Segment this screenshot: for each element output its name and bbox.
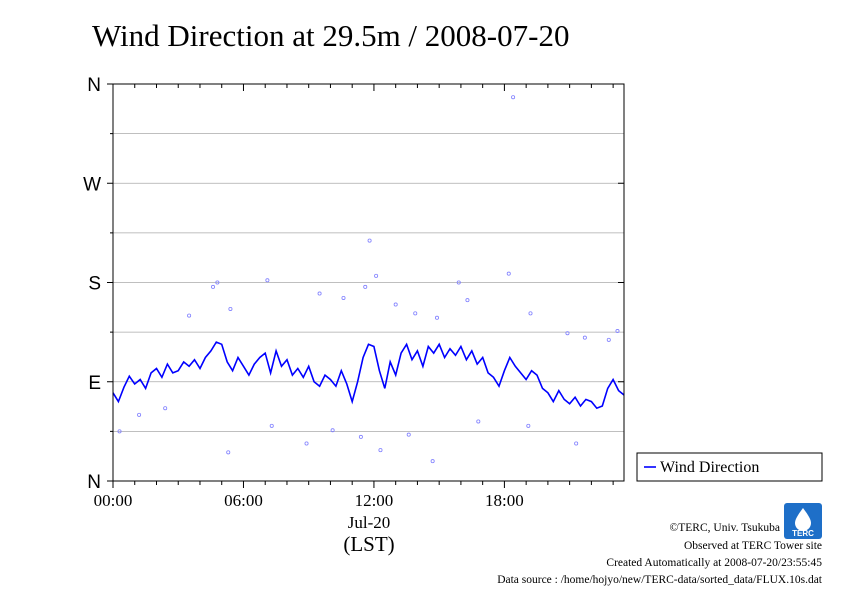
data-point: [378, 448, 383, 453]
y-tick-label: N: [87, 472, 101, 493]
data-point: [615, 329, 620, 334]
data-point: [163, 406, 168, 411]
data-point: [430, 459, 435, 464]
data-point: [511, 95, 516, 100]
y-tick-label: S: [88, 274, 101, 295]
legend-box: [636, 452, 823, 482]
legend: Wind Direction: [636, 452, 823, 482]
data-point: [341, 295, 346, 300]
credit-data-source: Data source : /home/hojyo/new/TERC-data/…: [497, 574, 823, 586]
series-line-wind-direction: [112, 341, 625, 410]
data-point: [393, 302, 398, 307]
x-axis-date-label: Jul-20: [348, 513, 391, 532]
data-point: [406, 432, 411, 437]
data-point: [137, 412, 142, 417]
data-point: [528, 311, 533, 316]
data-point: [358, 434, 363, 439]
data-point: [606, 337, 611, 342]
data-point: [211, 284, 216, 289]
logo-text: TERC: [792, 529, 814, 538]
data-point: [374, 273, 379, 278]
data-point: [367, 238, 372, 243]
y-tick-label: N: [87, 75, 101, 96]
data-point: [574, 441, 579, 446]
data-point: [526, 423, 531, 428]
data-point: [456, 280, 461, 285]
data-point: [187, 313, 192, 318]
legend-label: Wind Direction: [660, 459, 759, 476]
data-point: [465, 298, 470, 303]
data-point: [434, 315, 439, 320]
data-point: [265, 278, 270, 283]
data-point: [565, 331, 570, 336]
data-point: [476, 419, 481, 424]
x-axis: 00:00 06:00 12:00 18:00: [94, 84, 614, 510]
x-tick-label: 18:00: [485, 491, 524, 510]
water-drop-icon: [795, 508, 811, 531]
terc-logo: TERC: [784, 503, 822, 539]
data-point: [317, 291, 322, 296]
data-point: [582, 335, 587, 340]
data-point: [506, 271, 511, 276]
x-tick-label: 00:00: [94, 491, 133, 510]
credit-observed: Observed at TERC Tower site: [684, 540, 822, 552]
data-point: [330, 428, 335, 433]
data-point: [226, 450, 231, 455]
chart-title: Wind Direction at 29.5m / 2008-07-20: [92, 18, 569, 53]
credit-created: Created Automatically at 2008-07-20/23:5…: [606, 557, 822, 569]
data-point: [117, 429, 122, 434]
y-axis: N E S W N: [83, 75, 624, 493]
data-point: [228, 306, 233, 311]
x-axis-unit-label: (LST): [343, 532, 394, 556]
credit-copyright: ©TERC, Univ. Tsukuba: [670, 522, 780, 534]
data-point: [413, 311, 418, 316]
y-tick-label: E: [88, 373, 101, 394]
x-tick-label: 12:00: [355, 491, 394, 510]
y-tick-label: W: [83, 174, 101, 195]
data-point: [269, 423, 274, 428]
data-point: [363, 284, 368, 289]
data-points: [117, 95, 620, 464]
x-tick-label: 06:00: [224, 491, 263, 510]
data-point: [304, 441, 309, 446]
grid: [113, 133, 624, 432]
data-point: [215, 280, 220, 285]
